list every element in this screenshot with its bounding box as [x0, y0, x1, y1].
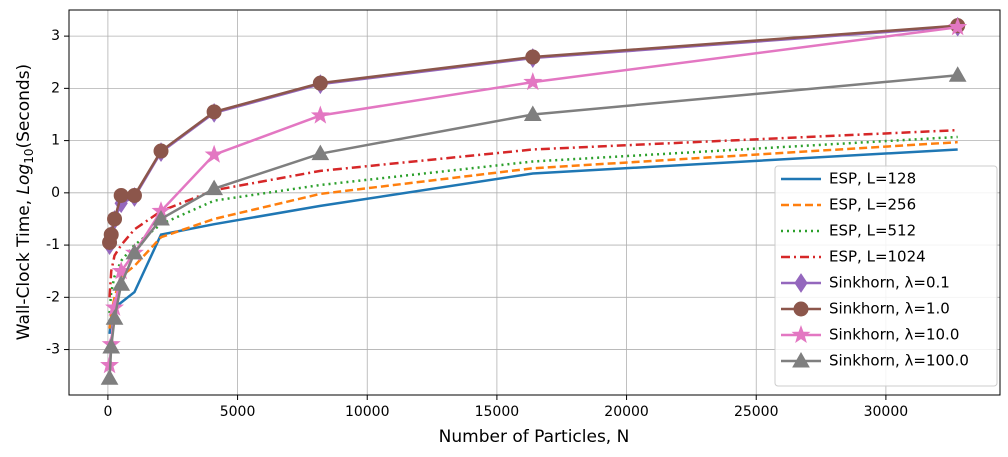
plot-frame — [68, 9, 1001, 396]
marker — [523, 105, 542, 121]
y-tick-label: 1 — [51, 133, 60, 149]
x-tick-label: 0 — [103, 404, 112, 420]
marker — [102, 337, 121, 354]
y-tick-label: 3 — [51, 28, 60, 44]
y-tick-label: 0 — [51, 185, 60, 201]
legend: ESP, L=128 ESP, L=256 ESP, L=512 ESP, L=102… — [774, 165, 998, 387]
marker — [794, 273, 808, 293]
marker — [948, 66, 967, 82]
marker — [126, 187, 142, 203]
marker — [792, 351, 810, 368]
y-tick-label: -1 — [46, 237, 60, 253]
marker — [103, 227, 119, 243]
marker — [107, 211, 123, 227]
marker — [206, 104, 222, 120]
series-line — [108, 140, 958, 329]
marker — [204, 144, 224, 163]
y-axis-label: Wall-Clock Time, Log10(Seconds) — [14, 64, 36, 340]
y-label-part: 10 — [22, 149, 36, 164]
marker — [791, 325, 811, 344]
legend-label: Sinkhorn, λ=1.0 — [829, 300, 950, 318]
x-tick-label: 10000 — [345, 404, 390, 420]
legend-label: Sinkhorn, λ=0.1 — [829, 274, 950, 292]
legend-label: ESP, L=512 — [829, 222, 916, 240]
series-line — [108, 74, 958, 379]
y-label-part: (Seconds) — [14, 64, 34, 149]
y-tick-label: -3 — [46, 342, 60, 358]
legend-box — [774, 165, 998, 387]
x-tick-label: 5000 — [220, 404, 256, 420]
series-line — [108, 24, 958, 243]
marker — [523, 72, 543, 91]
x-tick-label: 20000 — [604, 404, 649, 420]
x-axis-label: Number of Particles, N — [439, 427, 630, 447]
y-tick-label: -2 — [46, 289, 60, 305]
legend-label: Sinkhorn, λ=100.0 — [829, 352, 969, 370]
x-tick-label: 25000 — [734, 404, 779, 420]
marker — [793, 301, 809, 317]
legend-label: ESP, L=128 — [829, 170, 916, 188]
y-label-part: Wall-Clock Time, — [14, 194, 34, 340]
marker — [105, 309, 124, 325]
x-tick-label: 15000 — [475, 404, 520, 420]
marker — [311, 144, 330, 161]
marker — [948, 17, 968, 36]
marker — [112, 275, 131, 291]
y-tick-label: 2 — [51, 80, 60, 96]
marker — [310, 105, 330, 124]
marker — [125, 243, 144, 260]
marker — [312, 75, 328, 91]
marker — [153, 143, 169, 159]
marker — [525, 49, 541, 65]
x-tick-label: 30000 — [864, 404, 909, 420]
y-label-part: Log — [14, 164, 34, 195]
marker — [113, 187, 129, 203]
legend-label: Sinkhorn, λ=10.0 — [829, 326, 959, 344]
marker — [100, 369, 119, 385]
legend-label: ESP, L=1024 — [829, 248, 926, 266]
marker — [152, 209, 170, 226]
marker — [205, 179, 223, 196]
legend-label: ESP, L=256 — [829, 196, 916, 214]
